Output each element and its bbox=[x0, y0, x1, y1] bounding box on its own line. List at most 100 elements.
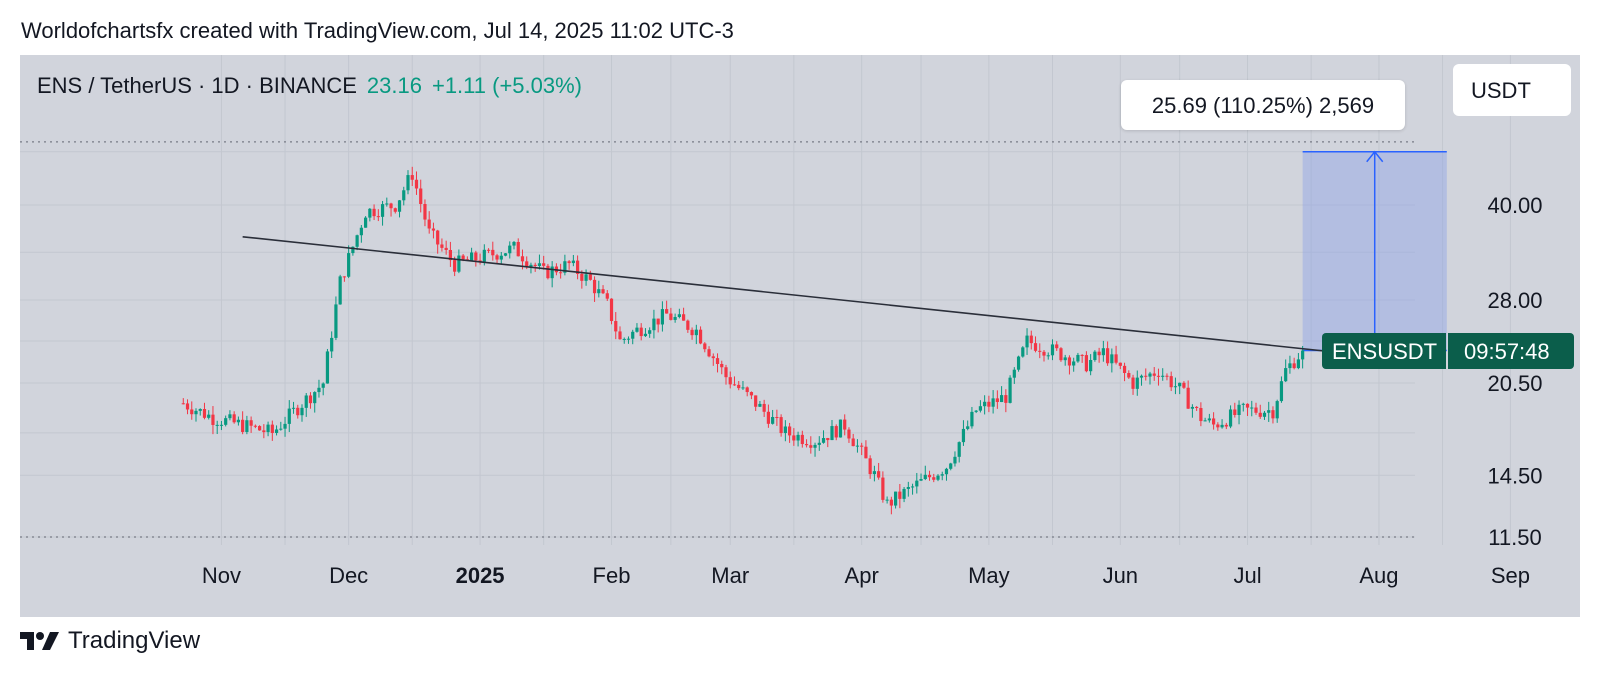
candle-body bbox=[758, 403, 762, 407]
candle-body bbox=[355, 235, 359, 247]
candle-body bbox=[864, 446, 868, 459]
candle-body bbox=[321, 383, 325, 388]
candle-body bbox=[707, 349, 711, 357]
time-tick-label: Mar bbox=[711, 563, 749, 588]
candle-body bbox=[372, 208, 376, 217]
candle-body bbox=[423, 204, 427, 220]
candle-body bbox=[932, 477, 936, 480]
candle-body bbox=[291, 407, 296, 409]
candle-body bbox=[202, 408, 207, 418]
candle-body bbox=[249, 420, 253, 426]
candle-body bbox=[826, 438, 830, 441]
candle-body bbox=[1169, 376, 1173, 388]
candle-body bbox=[1025, 335, 1029, 348]
currency-button[interactable]: USDT bbox=[1453, 64, 1571, 116]
time-tick-label: Apr bbox=[845, 563, 879, 588]
candle-body bbox=[1080, 354, 1084, 356]
candle-body bbox=[915, 480, 919, 487]
tradingview-logo-icon bbox=[20, 632, 59, 650]
candle-body bbox=[1076, 354, 1080, 362]
candle-body bbox=[393, 208, 397, 212]
candle-body bbox=[546, 265, 550, 279]
candle-body bbox=[516, 241, 520, 257]
candle-body bbox=[529, 264, 533, 267]
price-axis: 40.00 28.00 20.50 14.50 11.50 bbox=[1487, 193, 1542, 550]
candle-body bbox=[389, 203, 393, 209]
candle-body bbox=[1292, 363, 1296, 369]
candle-body bbox=[542, 263, 546, 266]
candle-body bbox=[919, 479, 923, 481]
measure-tool bbox=[1302, 150, 1447, 352]
candle-body bbox=[1063, 357, 1067, 361]
candle-body bbox=[1250, 407, 1254, 409]
candle-body bbox=[843, 419, 847, 430]
candle-body bbox=[648, 330, 652, 334]
candle-body bbox=[1271, 410, 1275, 419]
candle-body bbox=[720, 363, 724, 368]
candle-body bbox=[397, 200, 402, 212]
candle-body bbox=[232, 414, 236, 423]
candle-body bbox=[1016, 356, 1021, 370]
candle-body bbox=[567, 261, 571, 264]
candle-body bbox=[1038, 350, 1042, 352]
candle-body bbox=[508, 245, 512, 254]
time-tick-label: Feb bbox=[593, 563, 631, 588]
chart-panel[interactable]: 40.00 28.00 20.50 14.50 11.50 Nov Dec 2025 Feb M… bbox=[20, 55, 1580, 617]
candle-body bbox=[643, 333, 648, 337]
footer-brand[interactable]: TradingView bbox=[20, 627, 200, 655]
candle-body bbox=[410, 175, 414, 180]
candle-body bbox=[1165, 375, 1169, 377]
candle-body bbox=[656, 318, 660, 325]
price-chart[interactable]: 40.00 28.00 20.50 14.50 11.50 Nov Dec 2025 Feb M… bbox=[20, 55, 1580, 617]
candle-body bbox=[906, 487, 910, 489]
price-tick-label: 11.50 bbox=[1488, 525, 1541, 550]
candle-body bbox=[576, 260, 580, 274]
candle-body bbox=[762, 403, 766, 412]
candle-body bbox=[1004, 395, 1008, 403]
candle-body bbox=[792, 435, 796, 441]
candle-body bbox=[966, 426, 970, 429]
candle-body bbox=[419, 188, 423, 205]
candle-body bbox=[745, 387, 749, 393]
price-tag-countdown: 09:57:48 bbox=[1448, 333, 1574, 369]
candle-body bbox=[1267, 410, 1271, 413]
candle-body bbox=[936, 475, 940, 480]
candle-body bbox=[262, 430, 266, 433]
candle-body bbox=[431, 228, 436, 231]
candle-body bbox=[737, 384, 741, 389]
candle-body bbox=[944, 468, 949, 475]
time-tick-label: May bbox=[968, 563, 1010, 588]
candle-body bbox=[597, 289, 601, 294]
candle-body bbox=[1029, 335, 1033, 344]
candle-body bbox=[1093, 351, 1097, 361]
candle-body bbox=[1055, 344, 1059, 349]
candle-body bbox=[1050, 344, 1055, 356]
candle-body bbox=[923, 474, 927, 480]
candle-body bbox=[1190, 406, 1194, 409]
candle-body bbox=[686, 320, 690, 330]
candle-body bbox=[1275, 401, 1279, 419]
candle-body bbox=[1139, 375, 1144, 378]
candle-body bbox=[991, 398, 995, 407]
candle-body bbox=[380, 204, 385, 217]
candle-body bbox=[215, 424, 219, 426]
candle-body bbox=[881, 477, 885, 500]
price-tick-label: 20.50 bbox=[1487, 371, 1542, 396]
candle-body bbox=[525, 261, 529, 267]
candle-body bbox=[308, 395, 313, 404]
candle-body bbox=[741, 387, 745, 389]
candle-body bbox=[902, 488, 906, 499]
candle-body bbox=[1178, 382, 1182, 387]
candle-body bbox=[533, 264, 537, 266]
candle-body bbox=[1224, 424, 1228, 427]
candle-body bbox=[537, 263, 542, 266]
candle-body bbox=[1233, 409, 1237, 415]
candle-body bbox=[618, 331, 622, 340]
reference-levels bbox=[20, 141, 1415, 538]
candle-body bbox=[614, 321, 618, 332]
candle-body bbox=[940, 474, 944, 476]
candle-body bbox=[427, 219, 431, 229]
candle-body bbox=[817, 442, 821, 445]
candle-body bbox=[495, 255, 499, 260]
candle-body bbox=[698, 329, 703, 344]
